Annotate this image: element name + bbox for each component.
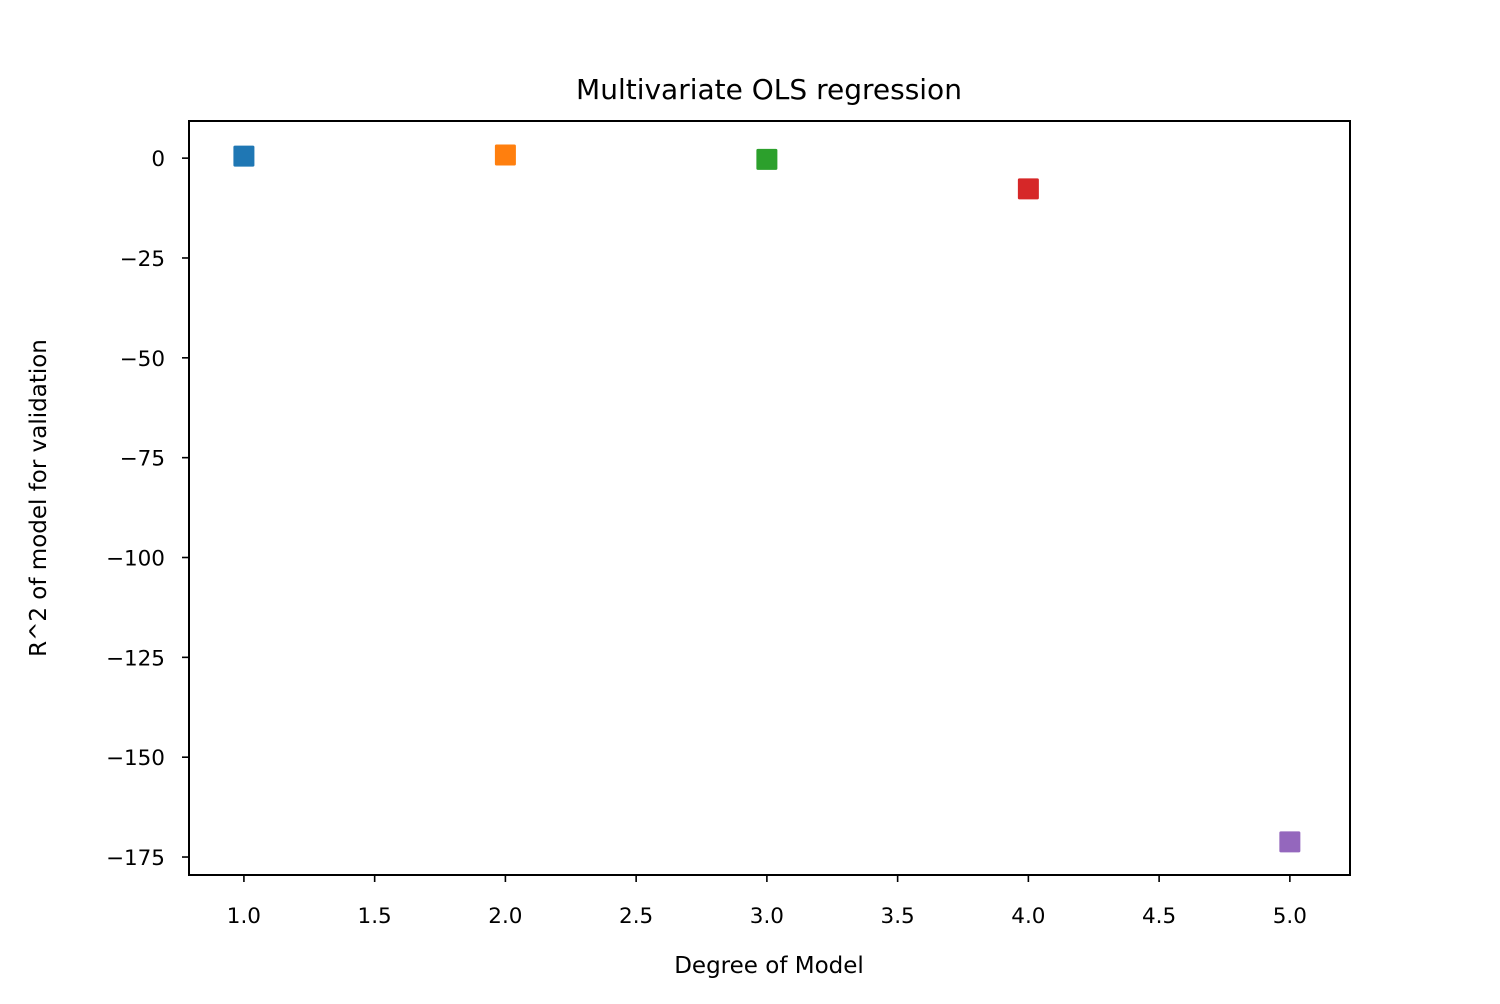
plot-area-frame [188, 120, 1351, 876]
x-tick-label: 1.0 [227, 904, 261, 929]
y-axis-ticks: 0 −25 −50 −75 −100 −125 −150 −175 [106, 147, 189, 871]
x-tick-label: 1.5 [358, 904, 392, 929]
data-point-marker [233, 145, 255, 167]
y-tick-label: −150 [106, 746, 165, 771]
x-axis-label: Degree of Model [674, 953, 864, 979]
data-point-marker [1279, 831, 1301, 853]
x-axis-ticks: 1.0 1.5 2.0 2.5 3.0 3.5 4.0 4.5 5.0 [227, 875, 1307, 929]
x-tick-label: 5.0 [1273, 904, 1307, 929]
y-tick-label: −75 [120, 447, 165, 472]
y-tick-label: −175 [106, 846, 165, 871]
plot-marks [233, 144, 1301, 853]
y-tick-label: −125 [106, 646, 165, 671]
x-tick-label: 3.0 [750, 904, 784, 929]
y-tick-label: −50 [120, 347, 165, 372]
y-axis-label: R^2 of model for validation [26, 339, 52, 657]
x-tick-label: 2.5 [619, 904, 653, 929]
x-tick-label: 2.0 [488, 904, 522, 929]
chart-title: Multivariate OLS regression [576, 73, 962, 106]
y-tick-label: −25 [120, 247, 165, 272]
x-tick-label: 4.0 [1011, 904, 1045, 929]
x-tick-label: 4.5 [1142, 904, 1176, 929]
y-tick-label: −100 [106, 547, 165, 572]
data-point-marker [494, 144, 516, 166]
data-point-marker [756, 148, 778, 170]
x-tick-label: 3.5 [881, 904, 915, 929]
data-point-marker [1017, 178, 1039, 200]
y-tick-label: 0 [151, 147, 165, 172]
